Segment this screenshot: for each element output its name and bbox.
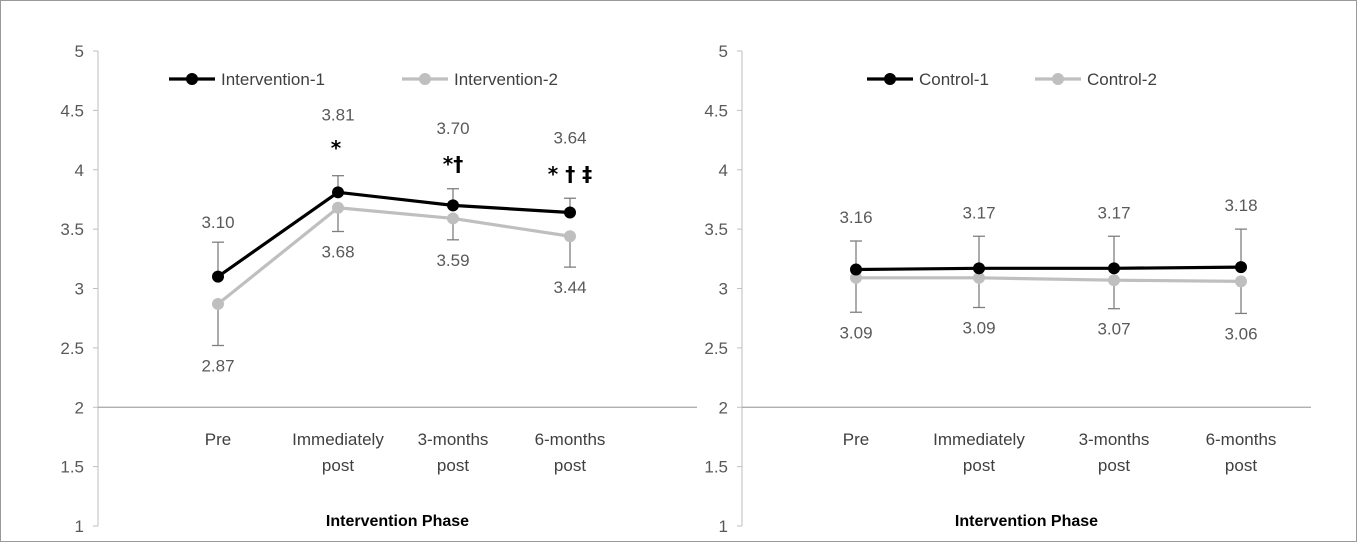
- legend-marker: [884, 73, 896, 85]
- significance-marker: *: [331, 136, 342, 160]
- legend-label: Control-1: [919, 70, 989, 89]
- x-axis-title: Intervention Phase: [955, 513, 1098, 530]
- x-tick-label: post: [554, 456, 586, 475]
- x-tick-label: 6-months: [535, 430, 606, 449]
- data-label: 3.18: [1224, 196, 1257, 215]
- data-label: 3.07: [1097, 320, 1130, 339]
- x-axis-title: Intervention Phase: [326, 513, 469, 530]
- y-tick-label: 5: [75, 42, 84, 61]
- data-point: [212, 297, 224, 310]
- x-tick-label: Immediately: [292, 430, 384, 449]
- legend-label: Control-2: [1087, 70, 1157, 89]
- y-tick-label: 2: [719, 398, 728, 417]
- x-tick-label: 3-months: [1079, 430, 1150, 449]
- y-tick-label: 2.5: [704, 339, 728, 358]
- data-label: 3.17: [1097, 203, 1130, 222]
- data-point: [332, 186, 344, 199]
- legend-label: Intervention-2: [454, 70, 558, 89]
- y-tick-label: 1.5: [60, 458, 84, 477]
- x-tick-label: post: [322, 456, 354, 475]
- data-label: 3.64: [553, 128, 586, 147]
- data-label: 3.17: [962, 203, 995, 222]
- data-point: [212, 270, 224, 283]
- data-label: 3.81: [321, 106, 354, 125]
- x-tick-label: post: [1225, 456, 1257, 475]
- series-line-intervention-1: [217, 190, 571, 278]
- series-line-intervention-2: [216, 206, 571, 306]
- data-point: [447, 199, 459, 212]
- data-label: 3.06: [1224, 324, 1257, 343]
- y-tick-label: 1: [75, 517, 84, 536]
- legend-marker: [419, 73, 431, 85]
- legend-label: Intervention-1: [221, 70, 325, 89]
- data-label: 3.09: [962, 319, 995, 338]
- x-tick-label: post: [963, 456, 995, 475]
- y-tick-label: 4: [75, 161, 84, 180]
- x-tick-label: Immediately: [933, 430, 1025, 449]
- legend-marker: [186, 73, 198, 85]
- data-point: [1235, 261, 1247, 274]
- data-point: [1108, 274, 1120, 287]
- x-tick-label: 6-months: [1206, 430, 1277, 449]
- y-tick-label: 4: [719, 161, 728, 180]
- data-point: [564, 206, 576, 219]
- series-line-control-1: [855, 265, 1242, 272]
- y-tick-label: 3.5: [704, 220, 728, 239]
- data-point: [973, 271, 985, 284]
- data-point: [1108, 262, 1120, 275]
- y-tick-label: 2: [75, 398, 84, 417]
- series-line-control-2: [856, 276, 1242, 283]
- data-label: 3.16: [839, 208, 872, 227]
- data-label: 3.68: [321, 243, 354, 262]
- data-point: [973, 262, 985, 275]
- y-tick-label: 2.5: [60, 339, 84, 358]
- significance-marker: * † ‡: [548, 162, 592, 186]
- y-tick-label: 1.5: [704, 458, 728, 477]
- data-point: [850, 263, 862, 276]
- y-tick-label: 3: [75, 280, 84, 299]
- x-tick-label: post: [1098, 456, 1130, 475]
- data-point: [850, 271, 862, 284]
- data-label: 2.87: [201, 357, 234, 376]
- legend-marker: [1052, 73, 1064, 85]
- y-tick-label: 4.5: [60, 101, 84, 120]
- data-label: 3.59: [436, 251, 469, 270]
- y-tick-label: 3.5: [60, 220, 84, 239]
- data-label: 3.10: [201, 213, 234, 232]
- y-tick-label: 3: [719, 280, 728, 299]
- data-point: [447, 212, 459, 225]
- x-tick-label: 3-months: [418, 430, 489, 449]
- x-tick-label: Pre: [843, 430, 869, 449]
- y-tick-label: 5: [719, 42, 728, 61]
- data-point: [332, 201, 344, 214]
- data-label: 3.44: [553, 278, 586, 297]
- y-tick-label: 4.5: [704, 101, 728, 120]
- x-tick-label: post: [437, 456, 469, 475]
- data-label: 3.09: [839, 323, 872, 342]
- significance-marker: *†: [443, 152, 463, 176]
- y-tick-label: 1: [719, 517, 728, 536]
- data-label: 3.70: [436, 119, 469, 138]
- data-point: [564, 230, 576, 243]
- data-point: [1235, 275, 1247, 288]
- x-tick-label: Pre: [205, 430, 231, 449]
